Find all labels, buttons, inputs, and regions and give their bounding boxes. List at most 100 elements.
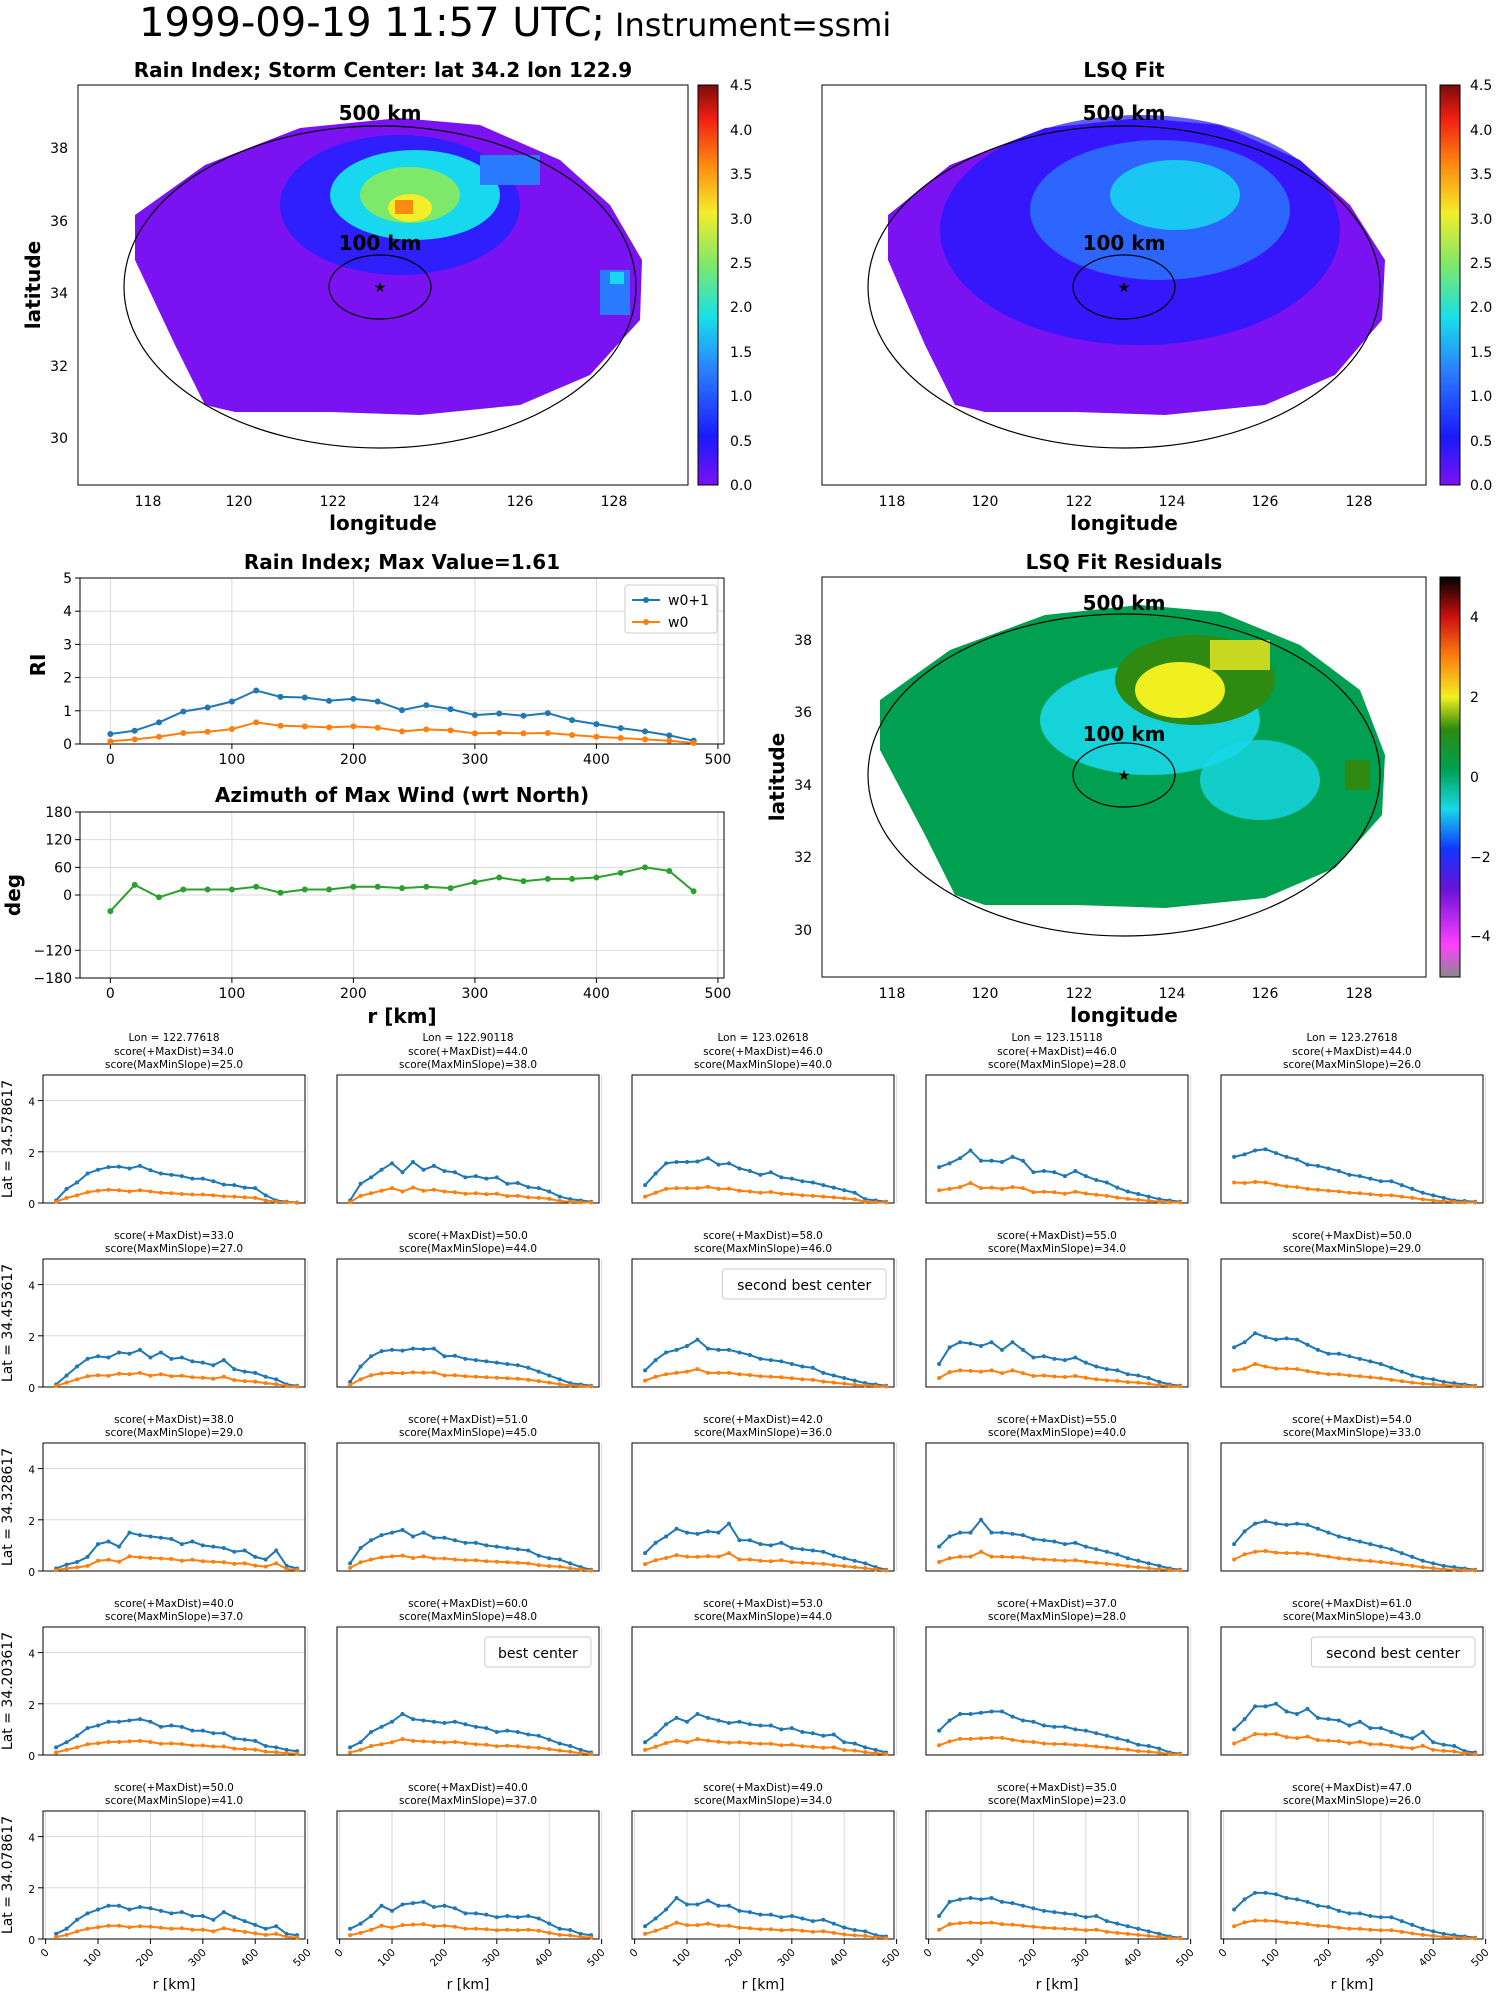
residuals-yticks: 38 36 34 32 30 — [794, 633, 812, 939]
data-point — [884, 1935, 889, 1940]
data-point — [810, 1731, 815, 1736]
data-point — [473, 1374, 478, 1379]
data-point — [810, 1919, 815, 1924]
data-point — [350, 883, 357, 890]
data-point — [54, 1750, 59, 1755]
data-point — [190, 1743, 195, 1748]
data-point — [589, 1384, 594, 1389]
data-point — [1104, 1180, 1109, 1185]
x-tick-label: 0 — [628, 1947, 641, 1960]
data-point — [1242, 1152, 1247, 1157]
cell-score-maxminslope: score(MaxMinSlope)=40.0 — [988, 1427, 1126, 1439]
data-point — [1336, 1351, 1341, 1356]
data-point — [158, 1556, 163, 1561]
data-point — [726, 1721, 731, 1725]
data-point — [85, 1911, 90, 1916]
data-point — [253, 1931, 258, 1936]
svg-text:4.0: 4.0 — [730, 123, 752, 139]
cell-score-maxminslope: score(MaxMinSlope)=41.0 — [105, 1795, 243, 1807]
cell-score-maxminslope: score(MaxMinSlope)=46.0 — [694, 1243, 832, 1255]
x-tick-label: 200 — [1312, 1947, 1335, 1970]
svg-text:120: 120 — [972, 986, 999, 1002]
data-point — [547, 1564, 552, 1569]
data-point — [127, 1530, 132, 1535]
data-point — [1167, 1935, 1172, 1940]
data-point — [116, 1903, 121, 1908]
data-point — [789, 1192, 794, 1197]
data-point — [705, 1346, 710, 1351]
data-point — [958, 1897, 963, 1902]
cell-score-maxdist: score(+MaxDist)=34.0 — [114, 1046, 234, 1058]
data-point — [705, 1738, 710, 1743]
data-point — [242, 1195, 247, 1200]
data-point — [277, 889, 284, 896]
data-point — [695, 1159, 700, 1164]
cell-score-maxdist: score(+MaxDist)=42.0 — [703, 1414, 823, 1426]
svg-text:−4: −4 — [1470, 929, 1491, 945]
data-point — [473, 1358, 478, 1363]
data-point — [169, 1374, 174, 1379]
data-point — [821, 1561, 826, 1566]
storm-center-marker: ★ — [1118, 280, 1131, 296]
data-point — [1052, 1539, 1057, 1544]
data-point — [1368, 1192, 1373, 1197]
data-point — [863, 1933, 868, 1938]
svg-text:128: 128 — [1346, 494, 1373, 510]
legend-label: w0+1 — [668, 593, 709, 609]
data-point — [1104, 1378, 1109, 1383]
data-point — [274, 1750, 279, 1755]
data-point — [358, 1377, 363, 1382]
data-point — [536, 1916, 541, 1921]
data-point — [348, 1565, 353, 1570]
data-point — [390, 1908, 395, 1913]
svg-text:4: 4 — [1470, 610, 1479, 626]
plot-frame — [925, 1442, 1189, 1572]
data-point — [127, 1166, 132, 1171]
data-point — [520, 712, 527, 719]
data-point — [810, 1929, 815, 1934]
figure-instrument: Instrument=ssmi — [615, 6, 891, 44]
data-point — [800, 1179, 805, 1184]
cell-score-maxdist: score(+MaxDist)=61.0 — [1292, 1598, 1412, 1610]
data-point — [1263, 1549, 1268, 1554]
data-point — [505, 1361, 510, 1366]
plot-area — [1221, 1075, 1483, 1203]
data-point — [505, 1194, 510, 1199]
data-point — [664, 1161, 669, 1166]
cell-score-maxminslope: score(MaxMinSlope)=43.0 — [1283, 1611, 1421, 1623]
data-point — [1399, 1919, 1404, 1924]
y-tick-label: 0 — [63, 737, 72, 753]
data-point — [1284, 1184, 1289, 1189]
data-point — [1368, 1559, 1373, 1564]
data-point — [578, 1747, 583, 1752]
svg-text:2.0: 2.0 — [730, 300, 752, 316]
data-point — [221, 1926, 226, 1931]
data-point — [106, 1373, 111, 1378]
data-point — [1389, 1561, 1394, 1566]
data-point — [374, 698, 381, 705]
data-point — [643, 1194, 648, 1199]
cell-score-maxdist: score(+MaxDist)=38.0 — [114, 1414, 234, 1426]
data-point — [1125, 1556, 1130, 1561]
data-point — [442, 1169, 447, 1173]
data-point — [643, 1368, 648, 1373]
data-point — [1104, 1367, 1109, 1372]
data-point — [1115, 1552, 1120, 1557]
data-point — [1146, 1381, 1151, 1386]
data-point — [190, 1375, 195, 1380]
data-point — [131, 727, 138, 734]
data-point — [64, 1747, 69, 1752]
data-point — [358, 1921, 363, 1926]
data-point — [1020, 1903, 1025, 1908]
data-point — [1104, 1919, 1109, 1924]
data-point — [284, 1747, 289, 1752]
rain-index-xticks: 118 120 122 124 126 128 — [135, 494, 628, 510]
data-point — [1410, 1373, 1415, 1378]
data-point — [200, 1375, 205, 1380]
data-point — [263, 1932, 268, 1937]
data-point — [1052, 1356, 1057, 1361]
data-point — [1284, 1551, 1289, 1556]
data-point — [421, 1188, 426, 1193]
data-point — [1052, 1374, 1057, 1379]
data-point — [1315, 1526, 1320, 1531]
